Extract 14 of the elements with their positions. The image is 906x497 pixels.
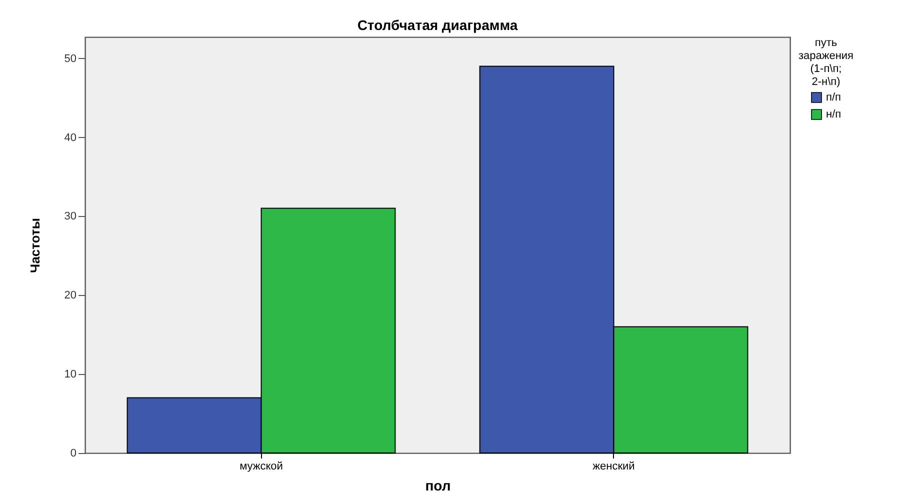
y-tick-label: 50 xyxy=(64,52,76,65)
y-tick-label: 40 xyxy=(64,132,76,144)
chart-title: Столбчатая диаграмма xyxy=(357,17,518,33)
legend-title: путь заражения (1-п\п; 2-н\п) xyxy=(798,37,854,88)
y-tick-label: 20 xyxy=(64,290,76,302)
legend-label: н/п xyxy=(826,108,842,120)
y-axis-title: Частоты xyxy=(27,218,42,273)
y-tick-label: 10 xyxy=(64,368,76,381)
y-tick-label: 0 xyxy=(70,448,76,460)
y-tick-label: 30 xyxy=(64,210,76,223)
x-axis-title: пол xyxy=(425,478,451,494)
x-tick-label: женский xyxy=(592,460,635,472)
x-tick-label: мужской xyxy=(240,460,283,472)
legend-label: п/п xyxy=(826,92,842,104)
